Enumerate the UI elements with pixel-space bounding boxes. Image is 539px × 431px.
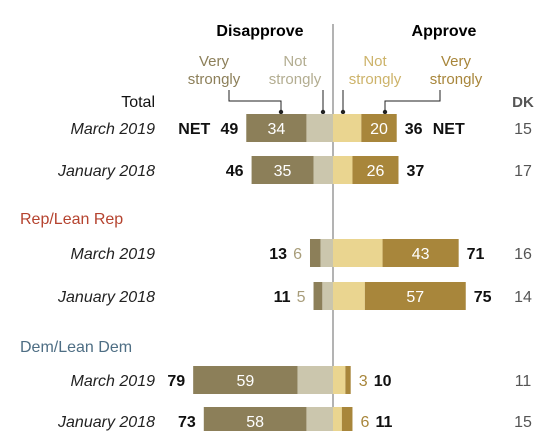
net-approve: 75 [474,289,492,306]
legend-very-strongly-disapprove: Very [199,53,230,70]
legend-not-strongly-disapprove: Not [283,53,307,70]
row-label: January 2018 [57,163,155,180]
value-very-strongly-approve: 57 [406,289,424,306]
pointer-dot [320,109,326,115]
value-very-strongly-disapprove: 5 [297,289,306,306]
pointer-very-disapprove [228,90,282,111]
legend-very-strongly-approve-2: strongly [430,71,483,88]
value-very-strongly-approve: 20 [370,121,388,138]
pointer-dot [278,109,284,115]
row-label: January 2018 [57,289,155,306]
bar-very-strongly-disapprove [193,366,298,394]
net-disapprove: 79 [167,373,185,390]
row-label: March 2019 [71,373,156,390]
net-prefix: NET [178,121,210,138]
value-very-strongly-approve: 43 [412,246,430,263]
value-very-strongly-disapprove: 59 [236,373,254,390]
legend-very-strongly-disapprove-2: strongly [188,71,241,88]
net-disapprove: 46 [226,163,244,180]
group-label: Dem/Lean Dem [20,339,132,356]
legend-pointer-dots [278,109,388,115]
bar-very-strongly-approve [364,282,466,310]
pointer-dot [382,109,388,115]
bar-very-strongly-approve [345,366,351,394]
bar-not-strongly-approve [333,366,346,394]
pointer-dot [340,109,346,115]
row-label: March 2019 [71,121,156,138]
bar-very-strongly-disapprove [203,407,307,431]
bar-not-strongly-disapprove [306,114,333,142]
value-very-strongly-approve: 26 [367,163,385,180]
bar-not-strongly-disapprove [320,239,333,267]
legend-pointers [228,90,441,111]
bar-not-strongly-approve [333,114,362,142]
legend-not-strongly-approve-2: strongly [349,71,402,88]
value-very-strongly-approve: 3 [359,373,368,390]
row-label: January 2018 [57,414,155,431]
net-approve: 36 [405,121,423,138]
dk-value: 15 [514,414,532,431]
dk-value: 17 [514,163,532,180]
dk-value: 16 [514,246,532,263]
pointer-very-approve [384,90,441,111]
bar-very-strongly-disapprove [313,282,323,310]
dk-value: 11 [515,373,532,390]
net-approve: 71 [467,246,485,263]
dk-value: 15 [514,121,532,138]
dk-header: DK [512,94,534,111]
bar-very-strongly-disapprove [309,239,321,267]
bar-very-strongly-approve [382,239,459,267]
bar-not-strongly-approve [333,156,353,184]
net-disapprove: 13 [269,246,287,263]
net-approve: 37 [406,163,424,180]
value-very-strongly-disapprove: 34 [267,121,285,138]
bar-very-strongly-approve [361,114,397,142]
disapprove-header: Disapprove [216,23,303,40]
value-very-strongly-disapprove: 58 [246,414,264,431]
net-suffix: NET [433,121,465,138]
bar-very-strongly-disapprove [246,114,307,142]
net-approve: 11 [375,414,392,431]
bar-very-strongly-disapprove [251,156,314,184]
bar-not-strongly-disapprove [313,156,333,184]
value-very-strongly-approve: 6 [360,414,369,431]
dk-value: 14 [514,289,532,306]
bar-not-strongly-disapprove [297,366,333,394]
value-very-strongly-disapprove: 6 [293,246,302,263]
bar-not-strongly-disapprove [322,282,333,310]
bar-not-strongly-approve [333,282,365,310]
net-approve: 10 [374,373,392,390]
bar-very-strongly-approve [341,407,353,431]
row-label: March 2019 [71,246,156,263]
legend-not-strongly-approve: Not [363,53,387,70]
value-very-strongly-disapprove: 35 [274,163,292,180]
bar-not-strongly-disapprove [306,407,333,431]
net-disapprove: 73 [178,414,196,431]
legend-not-strongly-disapprove-2: strongly [269,71,322,88]
bar-very-strongly-approve [352,156,399,184]
net-disapprove: 11 [274,289,291,306]
bar-not-strongly-approve [333,239,383,267]
net-disapprove: 49 [220,121,238,138]
bar-not-strongly-approve [333,407,342,431]
approve-header: Approve [412,23,477,40]
legend-very-strongly-approve: Very [441,53,472,70]
total-label: Total [121,94,155,111]
group-label: Rep/Lean Rep [20,211,123,228]
